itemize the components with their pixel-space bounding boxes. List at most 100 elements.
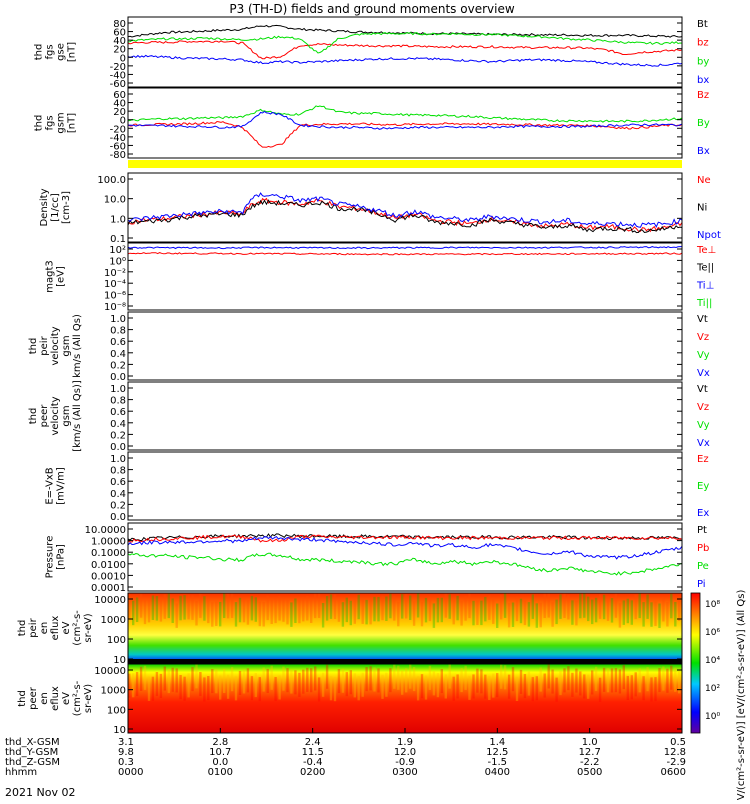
x-axis-value: 0.5 [670, 737, 686, 748]
x-axis-value: 3.1 [118, 737, 134, 748]
spectrogram-stripe [211, 669, 214, 694]
y-tick-label: 0.1000 [91, 548, 126, 559]
spectrogram-stripe [551, 669, 554, 694]
panel-frame [127, 522, 683, 592]
y-tick-label: -40 [110, 70, 126, 81]
spectrogram-stripe [654, 677, 657, 702]
y-axis-label: en [39, 622, 50, 635]
y-tick-label: 10⁻⁶ [104, 291, 126, 302]
spectrogram-stripe [511, 602, 515, 627]
x-axis-row-label: thd_Z-GSM [5, 757, 60, 768]
spectrogram-stripe [464, 665, 467, 690]
x-axis-value: -2.9 [666, 757, 686, 768]
legend-entry: Bx [697, 146, 710, 157]
spectrogram-stripe [361, 672, 364, 697]
legend-entry: Vz [697, 402, 709, 413]
spectrogram-stripe [353, 599, 356, 624]
y-tick-label: 10 [113, 725, 126, 736]
spectrogram-stripe [464, 596, 467, 621]
y-axis-label: eV [61, 692, 72, 705]
y-tick-label: -40 [110, 133, 126, 144]
spectrogram-stripe [191, 667, 194, 692]
spectrogram-stripe [167, 593, 170, 619]
series-line-bz [128, 40, 682, 60]
date-label: 2021 Nov 02 [5, 786, 75, 799]
figure-title: P3 (TH-D) fields and ground moments over… [229, 2, 514, 16]
spectrogram-stripe [598, 677, 602, 702]
spectrogram-stripe [662, 666, 665, 691]
spectrogram-stripe [575, 668, 578, 693]
spectrogram-stripe [416, 676, 420, 701]
y-tick-label: -20 [110, 124, 126, 135]
spectrogram-stripe [385, 596, 388, 621]
spectrogram-stripe [333, 594, 337, 619]
x-axis-value: 11.5 [302, 747, 324, 758]
spectrogram-stripe [143, 599, 147, 625]
y-tick-label: 0.2 [110, 430, 126, 441]
spectrogram-stripe [519, 598, 523, 624]
panel-flag-bar [128, 160, 682, 168]
y-tick-label: 0.4 [110, 489, 126, 500]
spectrogram-stripe [674, 667, 677, 692]
spectrogram-stripe [678, 596, 681, 621]
spectrogram-stripe [642, 602, 645, 627]
spectrogram-stripe [381, 674, 384, 699]
legend-entry: Te|| [696, 263, 714, 274]
y-axis-label: thd [17, 690, 28, 707]
y-axis-label: [nT] [67, 42, 78, 62]
spectrogram-stripe [424, 675, 428, 700]
spectrogram-stripe [622, 665, 625, 690]
series-line-te- [128, 252, 682, 256]
x-axis-value: 12.0 [394, 747, 416, 758]
spectrogram-stripe [230, 593, 234, 618]
spectrogram-stripe [626, 675, 629, 700]
x-axis-value: 0.3 [118, 757, 134, 768]
legend-entry: Vt [697, 314, 708, 325]
spectrogram-stripe [488, 595, 491, 620]
spectrogram-stripe [219, 675, 222, 700]
x-axis-value: 1.0 [582, 737, 598, 748]
spectrogram-stripe [302, 596, 305, 622]
spectrogram-stripe [555, 677, 558, 702]
y-axis-label: sr-eV) [83, 613, 94, 642]
y-axis-label: [km/s (All Qs)] [72, 380, 83, 452]
spectrogram-stripe [234, 676, 238, 701]
spectrogram-stripe [424, 597, 428, 623]
spectrogram-stripe [587, 674, 590, 699]
spectrogram-stripe [230, 667, 234, 692]
spectrogram-stripe [234, 602, 238, 627]
y-tick-label: 1000 [101, 686, 126, 697]
y-tick-label: 0 [120, 116, 126, 127]
colorbar-tick-label: 10⁸ [705, 600, 720, 610]
spectrogram-stripe [460, 668, 463, 693]
spectrogram-stripe [286, 668, 289, 693]
y-tick-label: -60 [110, 79, 126, 90]
y-tick-label: 0.0100 [91, 560, 126, 571]
y-axis-label: gsm [61, 335, 72, 356]
legend-entry: Vt [697, 384, 708, 395]
spectrogram-stripe [634, 594, 637, 620]
y-tick-label: 100 [107, 635, 126, 646]
spectrogram-stripe [159, 597, 163, 622]
y-tick-label: 0.8 [110, 466, 126, 477]
spectrogram-stripe [353, 673, 356, 698]
x-axis-value: 0.0 [212, 757, 228, 768]
spectrogram-stripe [282, 597, 285, 622]
x-axis-value: -1.5 [488, 757, 508, 768]
spectrogram-stripe [369, 599, 372, 625]
spectrogram-stripe [377, 668, 380, 693]
spectrogram-stripe [519, 669, 523, 694]
spectrogram-stripe [405, 594, 408, 619]
spectrogram-stripe [167, 669, 170, 694]
y-axis-label: thd [17, 620, 28, 637]
legend-entry: Ni [697, 203, 707, 214]
y-axis-label: eflux [50, 616, 61, 641]
panel-peir-eflux: 10000 1000 100 10 thd peir en eflux eV (cm²-s-sr-… [17, 592, 683, 666]
spectrogram-stripe [195, 601, 198, 626]
spectrogram-stripe [135, 597, 139, 622]
